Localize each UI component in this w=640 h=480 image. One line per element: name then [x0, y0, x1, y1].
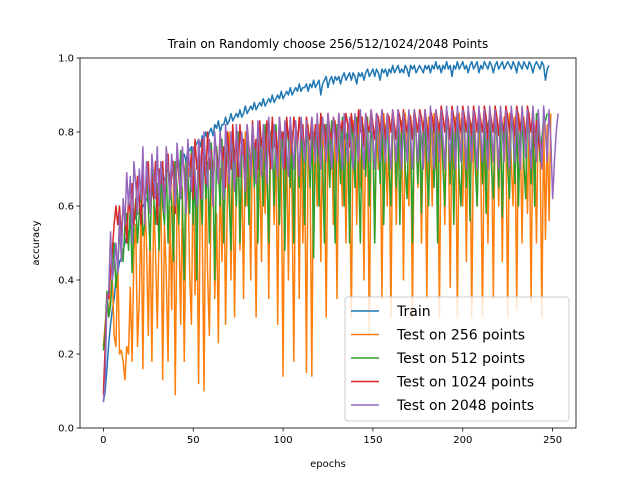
x-tick-label: 150 — [363, 435, 382, 446]
legend-label: Test on 512 points — [396, 351, 525, 367]
x-tick-label: 0 — [100, 435, 106, 446]
legend-box — [344, 296, 570, 422]
legend: Train Test on 256 points Test on 512 point… — [344, 296, 570, 422]
y-axis-title: accuracy — [31, 220, 42, 265]
x-tick-label: 100 — [274, 435, 293, 446]
y-tick-label: 0.6 — [58, 202, 74, 213]
y-tick-label: 0.8 — [58, 128, 74, 139]
x-tick-label: 50 — [187, 435, 200, 446]
y-tick-label: 0.2 — [58, 350, 74, 361]
chart-title: Train on Randomly choose 256/512/1024/20… — [167, 37, 489, 51]
x-tick-label: 200 — [453, 435, 472, 446]
y-tick-label: 0.0 — [58, 424, 74, 435]
legend-label: Test on 2048 points — [396, 398, 534, 414]
plot-frame — [79, 57, 577, 429]
x-axis-title: epochs — [310, 459, 346, 470]
y-tick-label: 1.0 — [58, 54, 74, 65]
legend-label: Test on 256 points — [396, 328, 525, 344]
x-tick-label: 250 — [543, 435, 562, 446]
series-line-5 — [102, 105, 559, 403]
legend-label: Train — [396, 304, 431, 320]
series-layer — [102, 60, 559, 403]
x-axis: 0 50 100 150 200 250 — [100, 428, 562, 446]
y-axis: 0.0 0.2 0.4 0.6 0.8 1.0 — [58, 54, 80, 435]
y-tick-label: 0.4 — [58, 276, 74, 287]
legend-label: Test on 1024 points — [396, 375, 534, 391]
